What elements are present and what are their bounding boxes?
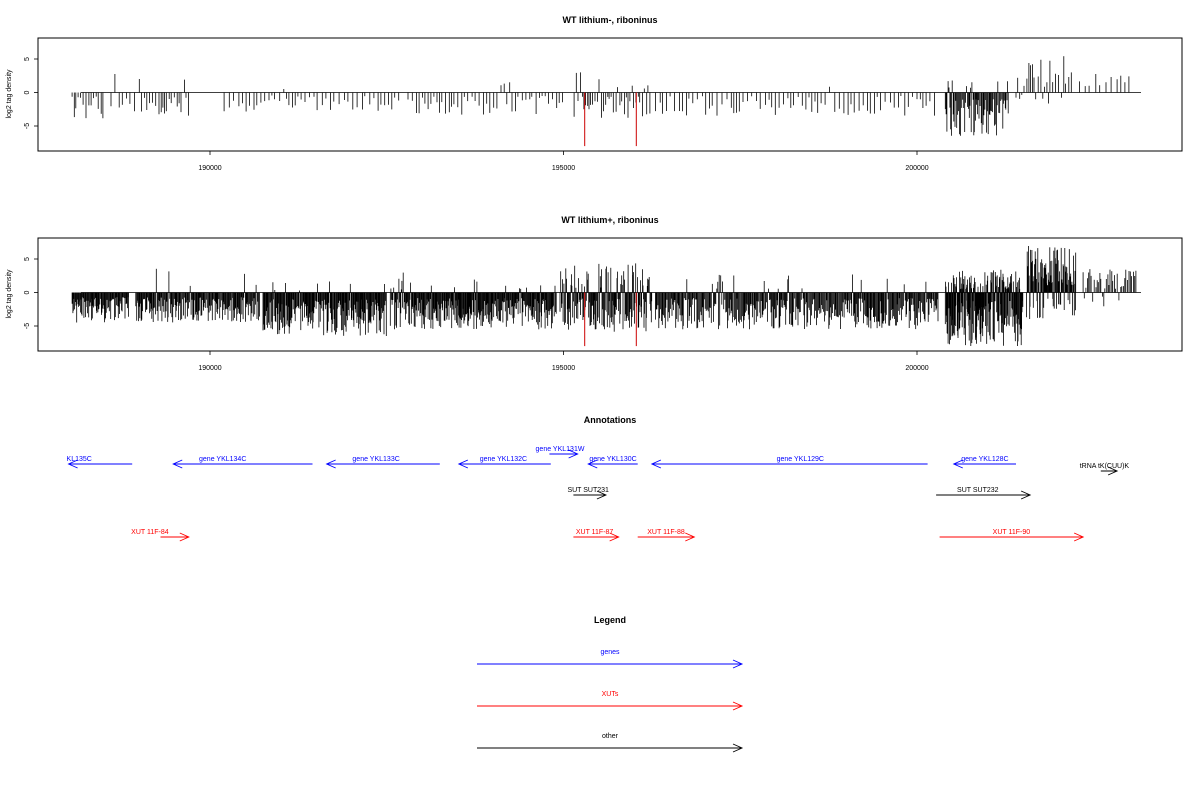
annotations-title: Annotations [584,415,637,425]
y-axis: 5 0 -5 log2 tag density [6,257,39,329]
arrow-head [457,459,469,469]
feature-label: gene YKL131W [536,446,585,453]
feature-label: gene YKL129C [777,456,824,463]
arrow-head [952,459,963,469]
annotation-feature: SUT SUT232 [936,487,1032,500]
feature-label: gene YKL130C [589,456,636,463]
feature-label: gene YKL134C [199,456,246,463]
legend-label: genes [600,649,620,656]
arrow-head [172,459,183,469]
arrow-head [685,532,696,542]
feature-label: XUT 11F-88 [647,529,685,536]
annotation-feature: SUT SUT231 [567,487,609,500]
feature-label: KL135C [67,456,92,463]
legend-label: other [602,733,619,740]
y-tick-label: -5 [24,323,31,329]
arrow-head [732,743,744,753]
x-tick-label: 200000 [905,365,928,372]
arrow-head [1073,532,1085,542]
annotation-feature: tRNA tK(CUU)K [1080,463,1130,476]
x-axis: 190000 195000 200000 [198,350,929,372]
y-axis-label: log2 tag density [6,69,13,119]
feature-label: tRNA tK(CUU)K [1080,463,1130,470]
panel-lithium-minus: WT lithium-, riboninus 5 0 -5 log2 tag d… [6,15,1183,172]
panel-title: WT lithium+, riboninus [561,215,658,225]
feature-label: XUT 11F-84 [131,529,169,536]
y-tick-label: 5 [24,257,31,261]
annotation-feature: gene YKL134C [172,456,313,469]
feature-label: gene YKL132C [480,456,527,463]
feature-label: SUT SUT232 [957,487,999,494]
legend-item: other [477,733,744,753]
annotation-feature: gene YKL128C [952,456,1016,469]
legend-item: XUTs [477,691,744,711]
legend-item: genes [477,649,744,669]
annotation-feature: XUT 11F-87 [573,529,620,542]
feature-label: XUT 11F-90 [993,529,1031,536]
annotation-feature: XUT 11F-84 [131,529,190,542]
density-bars [71,56,1130,147]
annotation-feature: KL135C [67,456,133,469]
y-tick-label: 0 [24,90,31,94]
y-axis-label: log2 tag density [6,269,13,319]
x-axis: 190000 195000 200000 [198,150,929,172]
arrow-head [179,532,190,542]
arrow-head [568,449,579,459]
annotation-feature: XUT 11F-90 [939,529,1085,542]
feature-label: SUT SUT231 [567,487,609,494]
x-tick-label: 200000 [905,165,928,172]
arrow-head [1020,490,1032,500]
x-tick-label: 195000 [552,365,575,372]
legend-title: Legend [594,615,626,625]
feature-label: gene YKL133C [352,456,399,463]
annotation-feature: gene YKL132C [457,456,551,469]
y-tick-label: 5 [24,57,31,61]
arrow-head [732,701,744,711]
x-tick-label: 190000 [198,165,221,172]
arrow-head [325,459,336,469]
annotation-feature: gene YKL133C [325,456,440,469]
legend: Legend genes XUTs other [477,615,744,753]
arrow-head [596,490,608,500]
legend-label: XUTs [602,691,619,698]
annotation-feature: gene YKL131W [536,446,585,459]
x-tick-label: 195000 [552,165,575,172]
panel-lithium-plus: WT lithium+, riboninus 5 0 -5 log2 tag d… [6,215,1183,372]
feature-label: gene YKL128C [961,456,1008,463]
density-bars [71,246,1137,347]
arrow-head [732,659,744,669]
arrow-head [587,459,598,469]
y-axis: 5 0 -5 log2 tag density [6,57,39,129]
arrow-head [1107,466,1119,476]
annotation-feature: gene YKL129C [650,456,928,469]
y-tick-label: 0 [24,290,31,294]
feature-label: XUT 11F-87 [576,529,614,536]
x-tick-label: 190000 [198,365,221,372]
arrow-head [67,459,78,469]
panel-title: WT lithium-, riboninus [563,15,658,25]
annotations-panel: Annotations KL135C gene YKL134C gene YKL13… [67,415,1130,542]
legend-items: genes XUTs other [477,649,744,753]
annotation-feature: XUT 11F-88 [637,529,696,542]
plot-frame [37,37,1183,152]
annotation-feature: gene YKL130C [587,456,638,469]
annotation-features: KL135C gene YKL134C gene YKL133C gene YKL13… [67,446,1130,542]
arrow-head [650,459,662,469]
arrow-head [609,532,620,542]
y-tick-label: -5 [24,123,31,129]
